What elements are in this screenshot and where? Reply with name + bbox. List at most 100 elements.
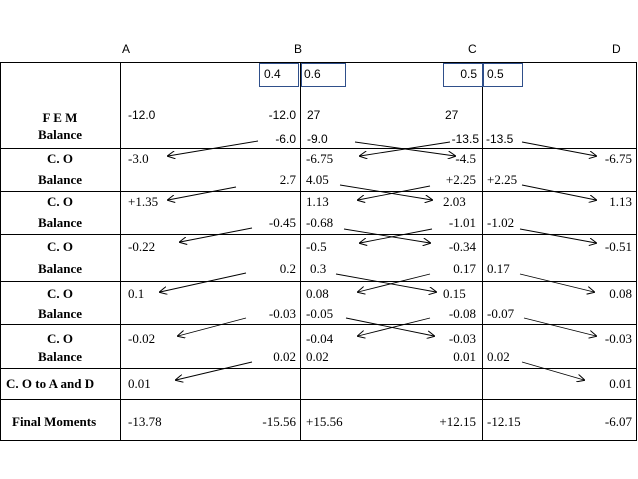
co1-ab: -3.0 [128, 151, 149, 166]
df-b-right: 0.6 [304, 67, 321, 81]
row-label-co: C. O [47, 239, 73, 254]
arrow-co1-b-to-a [168, 140, 259, 156]
co-final-dc: 0.01 [609, 376, 632, 391]
row-label-co: C. O [47, 331, 73, 346]
df-box-c-left [443, 63, 483, 87]
arrow-co5-c-to-d [523, 317, 596, 336]
bal2-cb: -1.01 [448, 215, 476, 230]
row-label-balance: Balance [37, 172, 83, 187]
row-label-fem: F E M [42, 110, 78, 125]
arrow-co4-c-to-d [519, 273, 594, 292]
bal4-bc: -0.05 [306, 306, 334, 321]
joint-c-label: C [468, 42, 477, 56]
df-box-c-right [483, 63, 523, 87]
df-c-right: 0.5 [487, 67, 504, 81]
arrow-co3-c-to-d [519, 228, 596, 243]
co2-dc: 1.13 [609, 194, 632, 209]
bal3-bc: 0.3 [310, 261, 327, 276]
final-ab: -13.78 [128, 414, 162, 429]
co5-dc: -0.03 [604, 331, 632, 346]
arrow-final-b-to-a [176, 361, 253, 380]
joint-b-label: B [294, 42, 303, 56]
co4-ab: 0.1 [128, 286, 145, 301]
bal5-ba: 0.02 [273, 349, 296, 364]
co5-cb: -0.03 [448, 331, 476, 346]
arrow-co4-b-to-c [335, 273, 436, 292]
bal4-cb: -0.08 [448, 306, 476, 321]
bal5-bc: 0.02 [306, 349, 329, 364]
joint-a-label: A [122, 42, 131, 56]
fem-ba: -12.0 [268, 108, 296, 122]
fem-ab: -12.0 [128, 108, 156, 122]
bal5-cd: 0.02 [487, 349, 510, 364]
co3-ab: -0.22 [128, 239, 156, 254]
final-cd: -12.15 [487, 414, 521, 429]
arrow-co1-c-to-d [521, 141, 596, 156]
df-box-b-left [259, 63, 299, 87]
bal1-cd: +2.25 [487, 172, 518, 187]
bal5-cb: 0.01 [453, 349, 476, 364]
arrow-co2-b-to-c [339, 184, 432, 200]
final-cb: +12.15 [439, 414, 476, 429]
arrow-co5-b-to-a [178, 317, 247, 336]
df-c-left: 0.5 [460, 67, 477, 81]
arrow-co2-c-to-d [521, 184, 596, 200]
bal0-cd: -13.5 [486, 132, 514, 146]
row-label-co: C. O [47, 286, 73, 301]
bal3-cb: 0.17 [453, 261, 476, 276]
arrow-co2-c-to-b [358, 185, 431, 200]
co-final-ab: 0.01 [128, 376, 151, 391]
bal1-cb: +2.25 [445, 172, 476, 187]
bal0-ba: -6.0 [275, 132, 296, 146]
final-dc: -6.07 [604, 414, 632, 429]
co2-bc: 1.13 [306, 194, 329, 209]
final-bc: +15.56 [306, 414, 343, 429]
arrow-co3-c-to-b [360, 228, 433, 243]
bal3-ba: 0.2 [279, 261, 296, 276]
row-label-balance: Balance [37, 127, 83, 142]
bal2-ba: -0.45 [268, 215, 296, 230]
bal3-cd: 0.17 [487, 261, 510, 276]
co3-dc: -0.51 [604, 239, 632, 254]
arrow-co4-c-to-b [358, 273, 431, 292]
co2-ab: +1.35 [128, 194, 159, 209]
co4-cb: 0.15 [443, 286, 466, 301]
bal2-bc: -0.68 [306, 215, 334, 230]
df-b-left: 0.4 [264, 67, 281, 81]
co4-bc: 0.08 [306, 286, 329, 301]
arrow-co2-b-to-a [168, 186, 237, 200]
arrow-co3-b-to-c [343, 228, 430, 243]
bal0-cb: -13.5 [451, 132, 479, 146]
co4-dc: 0.08 [609, 286, 632, 301]
row-label-balance: Balance [37, 306, 83, 321]
row-label-balance: Balance [37, 215, 83, 230]
bal4-ba: -0.03 [268, 306, 296, 321]
arrow-co1-c-to-b [360, 141, 451, 156]
row-label-balance: Balance [37, 261, 83, 276]
co1-dc: -6.75 [604, 151, 632, 166]
arrow-final-c-to-d [521, 361, 584, 380]
co1-bc: -6.75 [306, 151, 334, 166]
row-label-balance: Balance [37, 349, 83, 364]
bal0-bc: -9.0 [307, 132, 328, 146]
co3-cb: -0.34 [448, 239, 476, 254]
row-label-final: Final Moments [12, 414, 97, 429]
bal1-ba: 2.7 [279, 172, 296, 187]
bal2-cd: -1.02 [487, 215, 515, 230]
fem-cb: 27 [445, 108, 459, 122]
final-ba: -15.56 [262, 414, 296, 429]
co2-cb: 2.03 [443, 194, 466, 209]
row-label-co-final: C. O to A and D [6, 376, 95, 391]
arrow-co5-c-to-b [358, 317, 431, 336]
joint-d-label: D [612, 42, 621, 56]
co3-bc: -0.5 [306, 239, 327, 254]
df-box-b-right [301, 63, 346, 87]
co5-ab: -0.02 [128, 331, 156, 346]
arrow-co5-b-to-c [345, 317, 434, 336]
row-label-co: C. O [47, 151, 73, 166]
co1-cb: -4.5 [455, 151, 476, 166]
arrow-co3-b-to-a [180, 227, 253, 242]
bal4-cd: -0.07 [487, 306, 515, 321]
